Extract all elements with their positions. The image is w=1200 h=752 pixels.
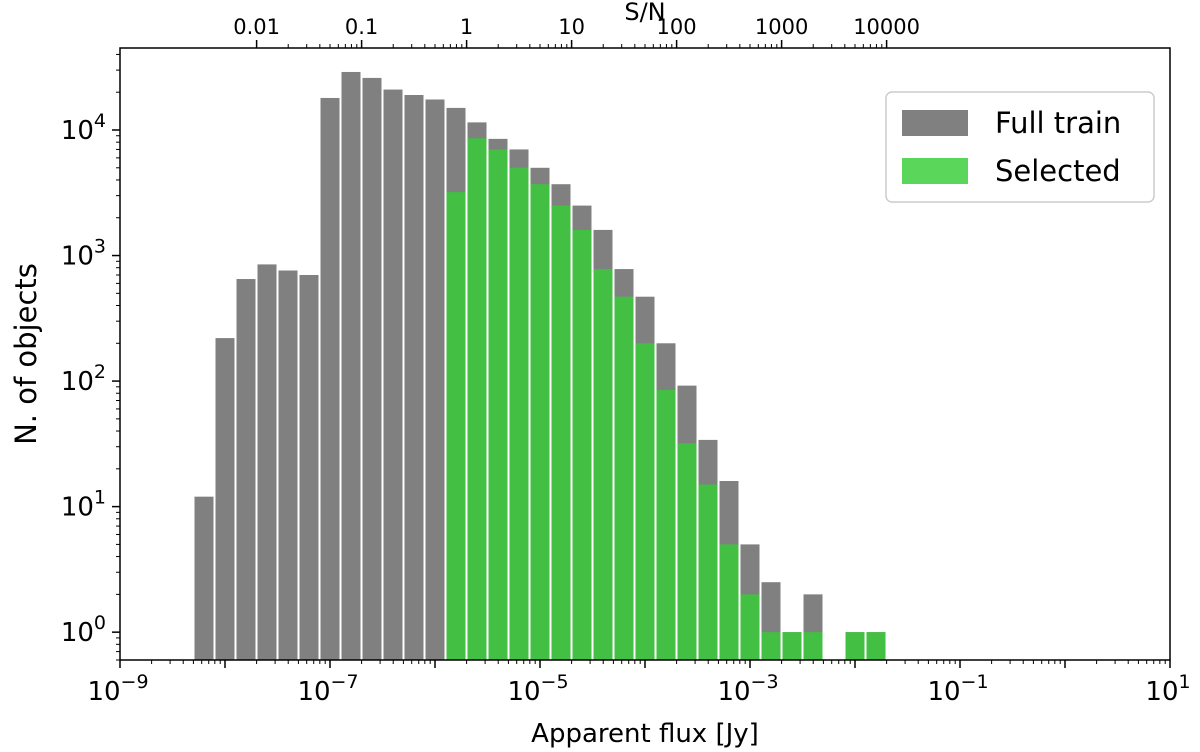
y-axis-label: N. of objects [9, 263, 43, 445]
x-tick-label: 101 [1145, 671, 1190, 707]
selected-bar [614, 296, 634, 660]
y-tick-label: 102 [61, 361, 106, 397]
legend-swatch-full-train [902, 110, 968, 136]
x-tick-label: 10−7 [297, 671, 358, 707]
selected-bar [572, 229, 592, 661]
legend-swatch-selected [902, 158, 968, 184]
selected-bar [782, 632, 802, 660]
selected-bar [845, 632, 865, 660]
selected-bar [593, 269, 613, 660]
selected-bar [698, 484, 718, 660]
top-tick-label: 1 [460, 15, 473, 39]
x-axis-label: Apparent flux [Jy] [531, 719, 759, 749]
top-tick-label: 100 [657, 15, 697, 39]
selected-bar [719, 544, 739, 660]
full-train-bar [194, 496, 214, 660]
selected-bar [740, 594, 760, 660]
x-tick-label: 10−5 [507, 671, 568, 707]
y-tick-label: 103 [61, 236, 106, 272]
x-tick-label: 10−9 [87, 671, 148, 707]
selected-bar [446, 192, 466, 660]
top-tick-label: 10 [558, 15, 585, 39]
selected-bar [803, 632, 823, 660]
y-tick-label: 100 [61, 612, 106, 648]
full-train-bar [383, 89, 403, 660]
legend-label-selected: Selected [995, 154, 1121, 188]
x-tick-label: 10−1 [927, 671, 988, 707]
selected-bar [866, 632, 886, 660]
selected-bar [530, 184, 550, 661]
top-axis-label: S/N [624, 0, 665, 26]
full-train-bar [278, 270, 298, 660]
selected-bars [446, 138, 886, 661]
y-tick-label: 101 [61, 487, 106, 523]
selected-bar [677, 443, 697, 660]
full-train-bar [320, 97, 340, 660]
legend-label-full-train: Full train [995, 106, 1121, 140]
top-axis-ticks: 0.01 0.1 1 10 100 1000 10000 [233, 15, 920, 48]
selected-bar [509, 167, 529, 660]
y-tick-label: 104 [61, 110, 106, 146]
full-train-bar [362, 77, 382, 661]
full-train-bar [236, 279, 256, 660]
top-tick-label: 0.1 [345, 15, 378, 39]
full-train-bar [425, 99, 445, 661]
full-train-bar [215, 338, 235, 660]
top-tick-label: 10000 [853, 15, 920, 39]
legend: Full train Selected [885, 91, 1155, 203]
full-train-bar [299, 274, 319, 660]
x-tick-label: 10−3 [717, 671, 778, 707]
x-axis-ticks: 10−9 10−7 10−5 10−3 10−1 101 [87, 660, 1191, 707]
full-train-bar [404, 95, 424, 660]
selected-bar [635, 343, 655, 660]
selected-bar [656, 389, 676, 660]
selected-bar [488, 149, 508, 660]
top-tick-label: 1000 [755, 15, 808, 39]
top-tick-label: 0.01 [233, 15, 280, 39]
full-train-bar [341, 71, 361, 660]
selected-bar [761, 632, 781, 660]
selected-bar [551, 205, 571, 660]
full-train-bar [257, 264, 277, 660]
y-axis-ticks: 100 101 102 103 104 [61, 53, 120, 661]
selected-bar [467, 138, 487, 661]
